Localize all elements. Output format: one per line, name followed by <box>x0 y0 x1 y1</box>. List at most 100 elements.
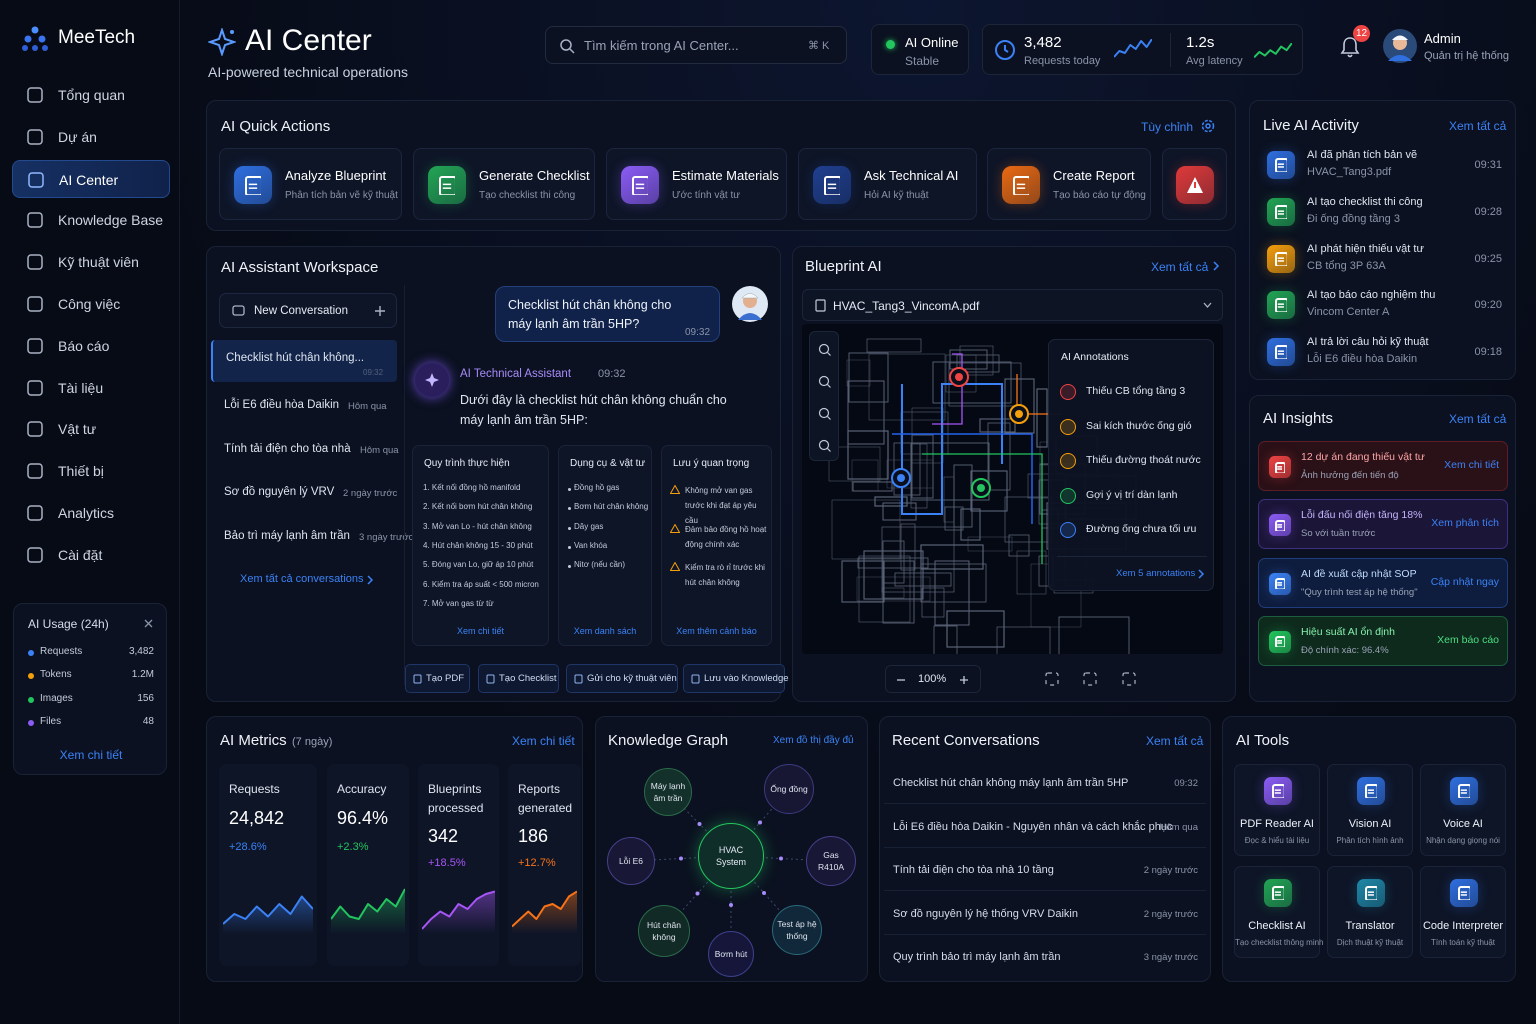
quick-action[interactable]: Generate Checklist Tạo checklist thi công <box>413 148 595 220</box>
link[interactable]: Xem tất cả <box>1151 260 1209 274</box>
metric-card: Requests 24,842 +28.6% <box>219 764 317 966</box>
icon <box>1267 197 1295 226</box>
conversation-item[interactable]: Tính tải điện cho tòa nhà Hôm qua <box>211 439 399 463</box>
nav-item[interactable]: Tổng quan <box>12 76 170 114</box>
link[interactable]: Xem tất cả <box>1449 119 1507 133</box>
tool-tile[interactable]: PDF Reader AI Đọc & hiểu tài liệu <box>1234 764 1320 856</box>
link[interactable]: Xem chi tiết <box>456 626 505 636</box>
tool-tile[interactable]: Code Interpreter Tính toán kỹ thuật <box>1420 866 1506 958</box>
action-button[interactable]: Tạo Checklist <box>478 664 559 693</box>
search-box[interactable]: Tìm kiếm trong AI Center... ⌘ K <box>545 26 847 64</box>
link[interactable]: Xem tất cả <box>1146 734 1204 748</box>
nav-icon <box>26 337 44 355</box>
nav-item[interactable]: Thiết bị <box>12 452 170 490</box>
link[interactable]: Xem chi tiết <box>59 748 123 762</box>
quick-action[interactable]: Analyze Blueprint Phân tích bản vẽ kỹ thu… <box>219 148 402 220</box>
legend-dot <box>28 650 34 656</box>
icon-part <box>818 407 831 420</box>
recent-row[interactable]: Lỗi E6 điều hòa Daikin - Nguyên nhân và … <box>884 808 1206 848</box>
recent-time: Hôm qua <box>1159 821 1198 833</box>
panel-title: Blueprint AI <box>805 258 882 275</box>
action-button[interactable]: Lưu vào Knowledge <box>683 664 789 693</box>
link[interactable]: Xem chi tiết <box>1444 459 1499 471</box>
link[interactable]: Xem đồ thị đầy đủ <box>773 735 854 746</box>
icon-glyph <box>1364 784 1378 798</box>
nav-item[interactable]: Kỹ thuật viên <box>12 243 170 281</box>
nav-item[interactable]: Dự án <box>12 118 170 156</box>
conversation-item[interactable]: Sơ đồ nguyên lý VRV 2 ngày trước <box>211 482 397 506</box>
recent-time: 09:32 <box>1174 778 1198 789</box>
icon-part <box>367 575 374 585</box>
icon-part <box>960 676 968 684</box>
icon-part <box>831 499 901 560</box>
tool-tile[interactable]: Voice AI Nhận dạng giọng nói <box>1420 764 1506 856</box>
panel-title: Live AI Activity <box>1263 117 1359 134</box>
link[interactable]: Xem tất cả <box>1449 412 1507 426</box>
action-button[interactable]: Tạo PDF <box>405 664 470 693</box>
link[interactable]: Xem phân tích <box>1431 517 1499 530</box>
icon-part <box>27 296 43 312</box>
icon-part <box>818 343 830 355</box>
link[interactable]: Xem thêm cảnh báo <box>676 626 757 636</box>
graph-node[interactable]: Bơm hút <box>708 931 754 977</box>
quick-action[interactable]: Estimate Materials Ước tính vật tư <box>606 148 787 220</box>
nav-item[interactable]: Analytics <box>12 494 170 532</box>
metric-value: 24,842 <box>229 808 285 828</box>
action-button[interactable]: Gửi cho kỹ thuật viên <box>566 664 678 693</box>
link[interactable]: Xem 5 annotations <box>1116 568 1196 579</box>
recent-row[interactable]: Checklist hút chân không máy lạnh âm trầ… <box>884 764 1206 804</box>
zoom-value: 100% <box>918 673 947 685</box>
conversation-item[interactable]: Bảo trì máy lạnh âm trần 3 ngày trước <box>211 526 413 550</box>
icon-part <box>818 439 830 451</box>
nav-item[interactable]: Tài liệu <box>12 369 170 407</box>
link[interactable]: Xem tất cả conversations <box>240 573 364 585</box>
icon-part <box>438 175 456 195</box>
conversation-item[interactable]: Lỗi E6 điều hòa Daikin Hôm qua <box>211 395 397 419</box>
recent-row[interactable]: Sơ đồ nguyên lý hệ thống VRV Daikin 2 ngà… <box>884 895 1206 935</box>
tool-tile[interactable]: Checklist AI Tạo checklist thông minh <box>1234 866 1324 958</box>
tool-tile[interactable]: Vision AI Phân tích hình ảnh <box>1327 764 1413 856</box>
graph-node[interactable]: Hút chân không <box>638 905 690 957</box>
link[interactable]: Xem danh sách <box>573 626 637 636</box>
nav-item[interactable]: Cài đặt <box>12 536 170 574</box>
quick-action[interactable] <box>1162 148 1227 220</box>
user-message: Checklist hút chân không cho máy lạnh âm… <box>495 286 720 342</box>
annotation-icon <box>1060 487 1076 504</box>
graph-node[interactable]: Máy lạnh âm trần <box>644 768 692 816</box>
icon-part <box>901 383 1003 515</box>
nav-item[interactable]: Công việc <box>12 285 170 323</box>
icon-part <box>823 175 841 195</box>
graph-node[interactable]: Gas R410A <box>806 836 856 886</box>
icon-part <box>232 305 245 316</box>
icon-glyph <box>1186 176 1204 195</box>
link[interactable]: Cập nhật ngay <box>1430 575 1499 588</box>
tool-tile[interactable]: Translator Dịch thuật kỹ thuật <box>1327 866 1413 958</box>
recent-text: Tính tải điện cho tòa nhà 10 tầng <box>893 864 1054 876</box>
nav-item[interactable]: AI Center <box>12 159 170 198</box>
icon-part <box>28 171 44 188</box>
graph-node[interactable]: Lỗi E6 <box>607 837 655 885</box>
activity-text: AI trả lời câu hỏi kỹ thuật <box>1307 336 1429 349</box>
link[interactable]: Tùy chỉnh <box>1141 120 1194 134</box>
nav-item[interactable]: Vật tư <box>12 410 170 448</box>
tool-sub: Tạo checklist thông minh <box>1235 938 1324 947</box>
icon-part <box>27 338 43 354</box>
new-conversation[interactable]: New Conversation <box>219 293 397 328</box>
icon-part <box>897 679 905 681</box>
icon-part <box>1012 175 1030 195</box>
conversation-item[interactable]: Checklist hút chân không... 09:32 <box>211 340 397 382</box>
nav-item[interactable]: Báo cáo <box>12 327 170 365</box>
icon <box>234 166 272 204</box>
link[interactable]: Xem báo cáo <box>1437 633 1499 646</box>
quick-action[interactable]: Ask Technical AI Hỏi AI kỹ thuật <box>798 148 977 220</box>
graph-node[interactable]: Ống đồng <box>764 764 814 814</box>
recent-row[interactable]: Tính tải điện cho tòa nhà 10 tầng 2 ngày … <box>884 851 1206 891</box>
icon-part <box>1392 35 1408 40</box>
quick-action[interactable]: Create Report Tạo báo cáo tự động <box>987 148 1151 220</box>
icon-part <box>1004 378 1035 434</box>
graph-node[interactable]: Test áp hệ thống <box>772 905 822 955</box>
link[interactable]: Xem chi tiết <box>512 734 575 748</box>
nav-item[interactable]: Knowledge Base <box>12 201 170 239</box>
recent-row[interactable]: Quy trình bảo trì máy lạnh âm trần 3 ngày… <box>884 938 1206 978</box>
file-dropdown[interactable]: HVAC_Tang3_VincomA.pdf <box>802 289 1223 321</box>
